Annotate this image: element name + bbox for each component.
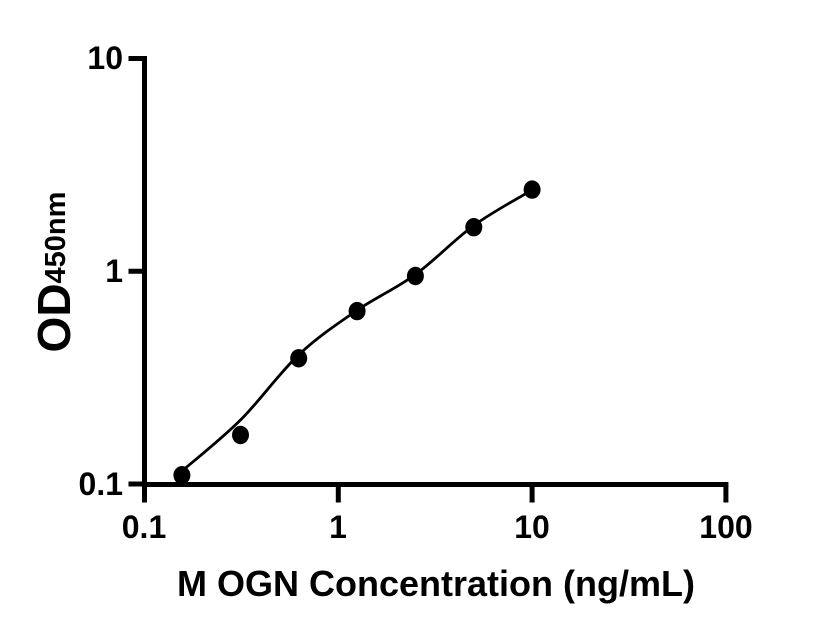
data-point-marker [406,266,424,286]
data-point-marker [348,301,366,321]
data-point-marker [290,349,308,368]
x-tick-label-1: 1 [329,509,347,545]
x-axis-title: M OGN Concentration (ng/mL) [177,563,695,604]
y-axis-title-subscript: 450nm [40,191,72,284]
x-tick-label-10: 10 [514,509,550,545]
x-tick-label-100: 100 [699,509,753,545]
data-point-marker [523,180,541,199]
y-tick-label-0.1: 0.1 [78,466,123,502]
y-axis-title-main: OD [28,283,80,353]
y-tick-label-10: 10 [87,40,123,76]
y-tick-label-1: 1 [105,253,123,289]
y-axis-title: OD450nm [28,190,80,354]
x-tick-label-0.1: 0.1 [121,509,167,545]
data-point-marker [465,218,483,237]
data-point-marker [173,466,191,485]
data-point-marker [232,425,249,445]
